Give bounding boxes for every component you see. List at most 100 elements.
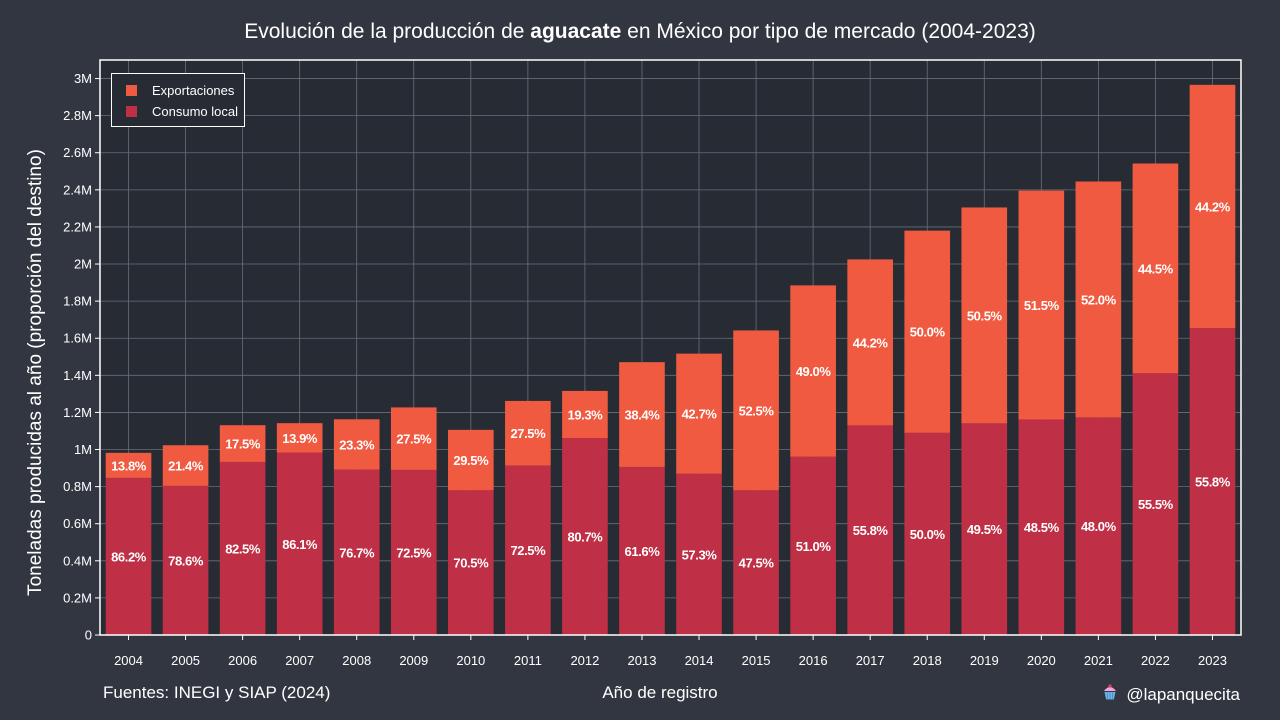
- data-label-consumo-local-2011: 72.5%: [510, 543, 546, 558]
- bar-exportaciones-2007: [276, 423, 323, 453]
- legend-swatch-exportaciones: [126, 85, 137, 96]
- bar-exportaciones-2008: [333, 419, 380, 470]
- bar-exportaciones-2012: [562, 390, 608, 439]
- x-tick-label: 2023: [1198, 653, 1227, 668]
- x-tick-label: 2007: [285, 653, 314, 668]
- bar-consumo-local-2014: [676, 473, 722, 635]
- y-axis-title: Toneladas producidas al año (proporción …: [25, 149, 46, 596]
- y-tick-label: 2.4M: [63, 182, 92, 197]
- y-tick-label: 0.8M: [63, 479, 92, 494]
- bar-exportaciones-2023: [1189, 84, 1236, 329]
- bar-consumo-local-2008: [333, 469, 380, 635]
- data-label-exportaciones-2004: 13.8%: [111, 458, 147, 473]
- x-tick-label: 2020: [1027, 653, 1056, 668]
- cupcake-icon: [1101, 683, 1119, 706]
- y-tick-label: 1.2M: [63, 405, 92, 420]
- y-tick-label: 0.6M: [63, 516, 92, 531]
- data-label-exportaciones-2017: 44.2%: [853, 335, 889, 350]
- bar-consumo-local-2021: [1075, 417, 1122, 635]
- data-label-exportaciones-2022: 44.5%: [1138, 261, 1174, 276]
- bar-consumo-local-2016: [790, 456, 836, 635]
- x-tick-label: 2019: [970, 653, 999, 668]
- y-tick-label: 0.4M: [63, 553, 92, 568]
- data-label-exportaciones-2019: 50.5%: [967, 308, 1003, 323]
- data-label-exportaciones-2014: 42.7%: [682, 407, 718, 422]
- bar-consumo-local-2017: [847, 425, 893, 635]
- author-handle[interactable]: @lapanquecita: [1101, 683, 1240, 706]
- bar-consumo-local-2023: [1189, 328, 1236, 635]
- bar-exportaciones-2006: [219, 425, 266, 462]
- legend-item-consumo-local[interactable]: Consumo local: [126, 101, 244, 122]
- bar-consumo-local-2005: [162, 485, 209, 635]
- data-label-exportaciones-2021: 52.0%: [1081, 292, 1117, 307]
- data-label-consumo-local-2023: 55.8%: [1195, 475, 1231, 490]
- y-tick-label: 0: [85, 628, 92, 643]
- source-note: Fuentes: INEGI y SIAP (2024): [103, 683, 331, 702]
- bar-exportaciones-2020: [1018, 190, 1065, 420]
- data-label-exportaciones-2009: 27.5%: [396, 432, 432, 447]
- bar-exportaciones-2022: [1132, 163, 1179, 374]
- data-label-consumo-local-2012: 80.7%: [567, 530, 603, 545]
- data-label-consumo-local-2020: 48.5%: [1024, 520, 1060, 535]
- legend-swatch-consumo-local: [126, 106, 137, 117]
- data-label-exportaciones-2012: 19.3%: [567, 407, 603, 422]
- bar-exportaciones-2019: [961, 207, 1008, 424]
- data-label-consumo-local-2018: 50.0%: [910, 527, 946, 542]
- y-tick-label: 0.2M: [63, 590, 92, 605]
- data-label-exportaciones-2023: 44.2%: [1195, 199, 1231, 214]
- plot-frame: [99, 59, 1242, 636]
- data-label-exportaciones-2010: 29.5%: [453, 453, 489, 468]
- data-label-exportaciones-2015: 52.5%: [739, 403, 775, 418]
- y-tick-label: 2.2M: [63, 219, 92, 234]
- data-label-consumo-local-2017: 55.8%: [853, 523, 889, 538]
- x-tick-label: 2009: [399, 653, 428, 668]
- title-text-end: en México por tipo de mercado (2004-2023…: [627, 20, 1036, 43]
- bar-exportaciones-2015: [733, 330, 779, 491]
- data-label-exportaciones-2005: 21.4%: [168, 459, 204, 474]
- data-label-exportaciones-2018: 50.0%: [910, 325, 946, 340]
- bar-consumo-local-2011: [505, 465, 551, 635]
- data-label-consumo-local-2007: 86.1%: [282, 537, 318, 552]
- x-tick-label: 2012: [570, 653, 599, 668]
- bar-consumo-local-2007: [276, 452, 323, 635]
- bar-consumo-local-2004: [105, 477, 152, 635]
- bar-exportaciones-2014: [676, 353, 722, 474]
- data-label-consumo-local-2014: 57.3%: [682, 547, 718, 562]
- bar-consumo-local-2006: [219, 461, 266, 635]
- legend-item-exportaciones[interactable]: Exportaciones: [126, 80, 244, 101]
- bar-exportaciones-2021: [1075, 181, 1122, 418]
- bar-consumo-local-2015: [733, 490, 779, 635]
- bar-consumo-local-2010: [448, 490, 494, 635]
- legend: Exportaciones Consumo local: [111, 73, 245, 127]
- x-tick-label: 2016: [799, 653, 828, 668]
- data-label-consumo-local-2016: 51.0%: [796, 539, 832, 554]
- author-handle-text: @lapanquecita: [1126, 684, 1240, 704]
- x-tick-label: 2015: [742, 653, 771, 668]
- y-tick-label: 1.6M: [63, 331, 92, 346]
- data-label-consumo-local-2008: 76.7%: [339, 545, 375, 560]
- x-tick-label: 2022: [1141, 653, 1170, 668]
- x-tick-label: 2004: [114, 653, 143, 668]
- x-tick-label: 2010: [456, 653, 485, 668]
- x-tick-label: 2018: [913, 653, 942, 668]
- x-tick-label: 2006: [228, 653, 257, 668]
- bar-exportaciones-2016: [790, 285, 836, 457]
- x-axis-title: Año de registro: [602, 683, 718, 702]
- data-label-consumo-local-2015: 47.5%: [739, 556, 775, 571]
- title-text-bold: aguacate: [530, 20, 622, 43]
- x-tick-label: 2014: [685, 653, 714, 668]
- data-label-consumo-local-2010: 70.5%: [453, 556, 489, 571]
- bar-exportaciones-2017: [847, 259, 893, 426]
- data-label-consumo-local-2004: 86.2%: [111, 549, 147, 564]
- y-tick-label: 2M: [74, 257, 92, 272]
- x-tick-label: 2011: [514, 653, 542, 668]
- bar-consumo-local-2009: [390, 469, 437, 635]
- x-tick-label: 2017: [856, 653, 885, 668]
- y-tick-label: 1.8M: [63, 294, 92, 309]
- y-tick-label: 2.6M: [63, 145, 92, 160]
- bar-consumo-local-2022: [1132, 373, 1179, 635]
- bar-consumo-local-2019: [961, 423, 1008, 635]
- data-label-consumo-local-2006: 82.5%: [225, 541, 261, 556]
- bar-exportaciones-2011: [505, 400, 551, 466]
